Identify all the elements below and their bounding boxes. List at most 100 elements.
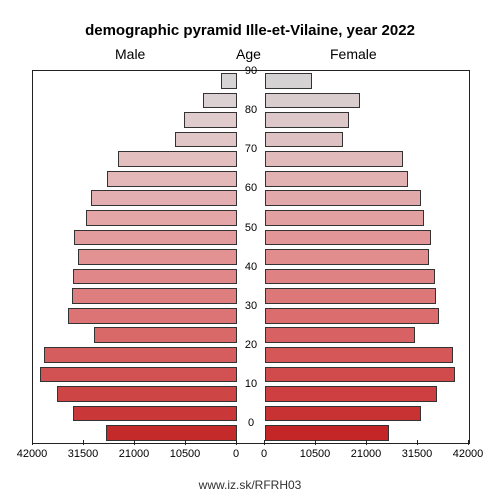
male-bar: [203, 93, 237, 109]
x-tick-label: 0: [261, 448, 267, 460]
age-header: Age: [236, 46, 261, 62]
male-side: [33, 188, 237, 208]
male-side: [33, 228, 237, 248]
male-side: [33, 326, 237, 346]
male-side: [33, 130, 237, 150]
x-tick-mark: [417, 440, 418, 445]
male-bar: [74, 230, 237, 246]
male-bar: [221, 73, 237, 89]
female-bar: [265, 269, 435, 285]
chart-title: demographic pyramid Ille-et-Vilaine, yea…: [0, 22, 500, 39]
x-tick-label: 31500: [402, 448, 433, 460]
x-tick-mark: [32, 440, 33, 445]
male-side: [33, 208, 237, 228]
female-bar: [265, 347, 453, 363]
female-side: [265, 267, 469, 287]
female-bar: [265, 151, 403, 167]
x-tick-label: 42000: [453, 448, 484, 460]
x-tick-label: 0: [233, 448, 239, 460]
age-label: 30: [237, 300, 265, 312]
male-bar: [44, 347, 237, 363]
female-side: [265, 71, 469, 91]
age-label: 40: [237, 261, 265, 273]
x-tick-label: 42000: [17, 448, 48, 460]
male-side: [33, 384, 237, 404]
female-side: [265, 149, 469, 169]
male-bar: [68, 308, 237, 324]
female-bar: [265, 73, 312, 89]
x-tick-mark: [468, 440, 469, 445]
male-bar: [73, 269, 237, 285]
age-label: 90: [237, 65, 265, 77]
male-bar: [175, 132, 237, 148]
male-side: [33, 306, 237, 326]
female-bar: [265, 406, 421, 422]
x-tick-mark: [83, 440, 84, 445]
age-label: 10: [237, 378, 265, 390]
x-tick-mark: [366, 440, 367, 445]
male-bar: [107, 171, 237, 187]
female-side: [265, 228, 469, 248]
female-bar: [265, 386, 437, 402]
female-bar: [265, 132, 343, 148]
male-bar: [184, 112, 237, 128]
male-side: [33, 169, 237, 189]
male-side: [33, 149, 237, 169]
age-label: 0: [237, 417, 265, 429]
female-side: [265, 247, 469, 267]
male-bar: [73, 406, 237, 422]
male-side: [33, 286, 237, 306]
female-bar: [265, 190, 421, 206]
female-side: [265, 384, 469, 404]
male-bar: [78, 249, 237, 265]
female-side: [265, 130, 469, 150]
female-bar: [265, 210, 424, 226]
female-side: [265, 306, 469, 326]
female-bar: [265, 171, 408, 187]
female-side: [265, 404, 469, 424]
age-label: 70: [237, 143, 265, 155]
female-bar: [265, 308, 439, 324]
female-side: [265, 169, 469, 189]
male-bar: [40, 367, 237, 383]
male-side: [33, 110, 237, 130]
female-bar: [265, 425, 389, 441]
x-tick-label: 21000: [351, 448, 382, 460]
pyramid-plot-area: 9080706050403020100: [32, 70, 470, 444]
age-label: 60: [237, 182, 265, 194]
male-bar: [106, 425, 237, 441]
female-side: [265, 188, 469, 208]
male-side: [33, 247, 237, 267]
male-side: [33, 365, 237, 385]
x-tick-label: 10500: [170, 448, 201, 460]
male-bar: [91, 190, 237, 206]
female-side: [265, 110, 469, 130]
female-side: [265, 345, 469, 365]
male-side: [33, 423, 237, 443]
male-bar: [94, 327, 237, 343]
male-bar: [86, 210, 237, 226]
male-bar: [57, 386, 237, 402]
male-bar: [72, 288, 237, 304]
female-bar: [265, 112, 349, 128]
female-bar: [265, 327, 415, 343]
x-tick-label: 31500: [68, 448, 99, 460]
x-tick-mark: [134, 440, 135, 445]
female-side: [265, 286, 469, 306]
female-side: [265, 423, 469, 443]
x-tick-mark: [264, 440, 265, 445]
female-side: [265, 208, 469, 228]
male-header: Male: [115, 46, 145, 62]
x-tick-label: 10500: [300, 448, 331, 460]
male-side: [33, 71, 237, 91]
female-side: [265, 91, 469, 111]
x-tick-label: 21000: [119, 448, 150, 460]
x-tick-mark: [185, 440, 186, 445]
source-url: www.iz.sk/RFRH03: [0, 478, 500, 492]
male-side: [33, 404, 237, 424]
male-side: [33, 345, 237, 365]
female-header: Female: [330, 46, 377, 62]
x-tick-mark: [315, 440, 316, 445]
age-label: 20: [237, 339, 265, 351]
x-tick-mark: [236, 440, 237, 445]
